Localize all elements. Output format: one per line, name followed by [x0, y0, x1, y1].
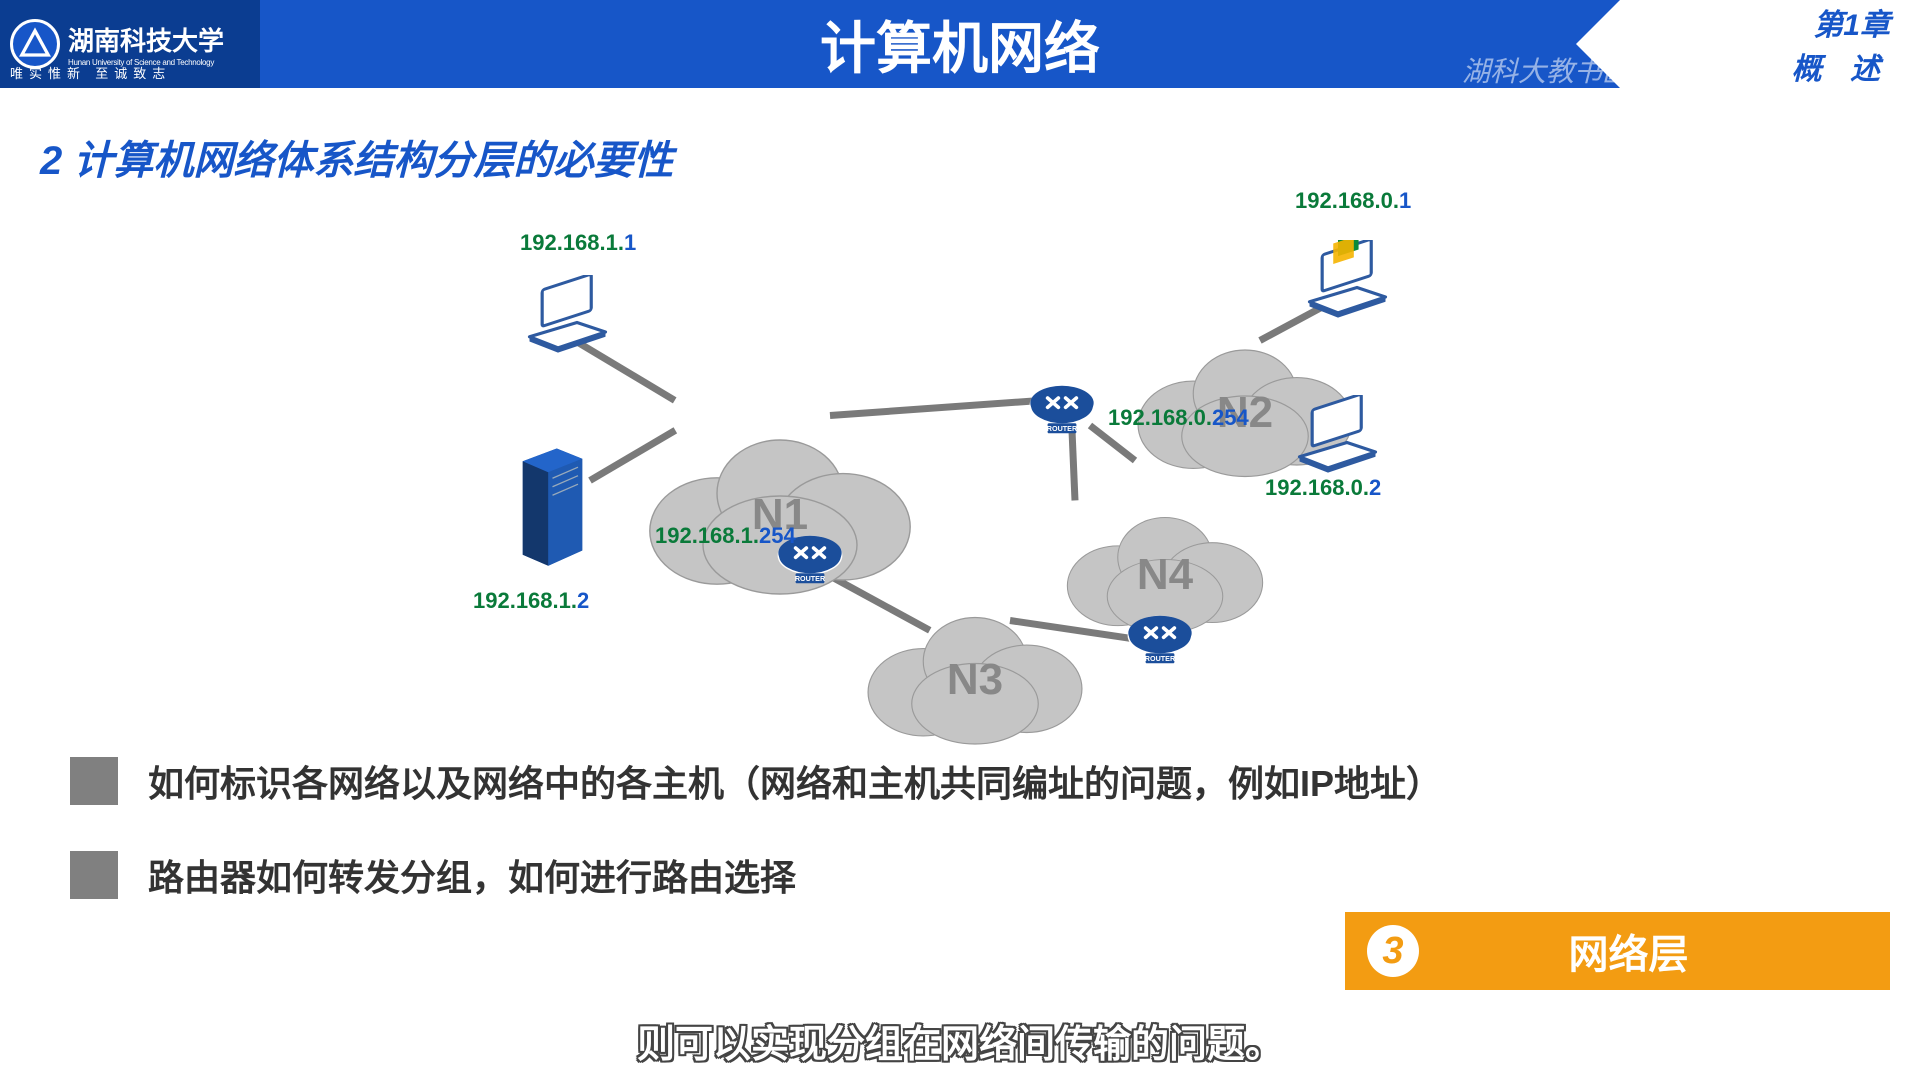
logo-area: 湖南科技大学 Hunan University of Science and T… — [0, 0, 260, 88]
laptop-icon — [1300, 240, 1395, 320]
layer-name: 网络层 — [1419, 922, 1890, 980]
bullet-item: 如何标识各网络以及网络中的各主机（网络和主机共同编址的问题，例如IP地址） — [70, 755, 1442, 807]
svg-text:ROUTER: ROUTER — [1145, 654, 1176, 663]
ip-address-label: 192.168.0.254 — [1108, 405, 1249, 431]
ip-address-label: 192.168.0.2 — [1265, 475, 1381, 501]
header: 湖南科技大学 Hunan University of Science and T… — [0, 0, 1920, 88]
layer-number: 3 — [1367, 925, 1419, 977]
chapter-subtitle: 概 述 — [1792, 44, 1890, 88]
laptop-icon — [520, 275, 615, 355]
laptop-icon — [1290, 395, 1385, 475]
bullet-item: 路由器如何转发分组，如何进行路由选择 — [70, 849, 1442, 901]
university-name-cn: 湖南科技大学 — [68, 21, 224, 58]
ip-address-label: 192.168.1.1 — [520, 230, 636, 256]
ip-address-label: 192.168.1.2 — [473, 588, 589, 614]
bullet-text: 如何标识各网络以及网络中的各主机（网络和主机共同编址的问题，例如IP地址） — [148, 755, 1442, 807]
chapter-number: 第1章 — [1813, 0, 1890, 44]
ip-address-label: 192.168.1.254 — [655, 523, 796, 549]
ip-address-label: 192.168.0.1 — [1295, 188, 1411, 214]
cloud-label: N4 — [1137, 550, 1193, 600]
cloud-label: N3 — [947, 655, 1003, 705]
router-icon: ROUTER — [1124, 610, 1196, 670]
bullet-square-icon — [70, 757, 118, 805]
network-link — [1069, 430, 1079, 500]
bullet-square-icon — [70, 851, 118, 899]
chapter-corner: 第1章 概 述 — [1620, 0, 1920, 88]
network-link — [830, 397, 1040, 419]
router-icon: ROUTER — [1026, 380, 1098, 440]
bullet-text: 路由器如何转发分组，如何进行路由选择 — [148, 849, 796, 901]
university-motto: 唯实惟新 至诚致志 — [10, 63, 171, 82]
layer-badge: 3 网络层 — [1345, 912, 1890, 990]
network-diagram: N1N2N3N4ROUTERROUTERROUTER192.168.1.1192… — [0, 170, 1920, 730]
video-subtitle: 则可以实现分组在网络间传输的问题。 — [637, 1013, 1283, 1068]
university-logo-icon — [10, 19, 60, 69]
svg-text:ROUTER: ROUTER — [795, 574, 826, 583]
svg-text:ROUTER: ROUTER — [1047, 424, 1078, 433]
server-icon — [510, 440, 595, 570]
bullet-list: 如何标识各网络以及网络中的各主机（网络和主机共同编址的问题，例如IP地址） 路由… — [70, 755, 1442, 943]
